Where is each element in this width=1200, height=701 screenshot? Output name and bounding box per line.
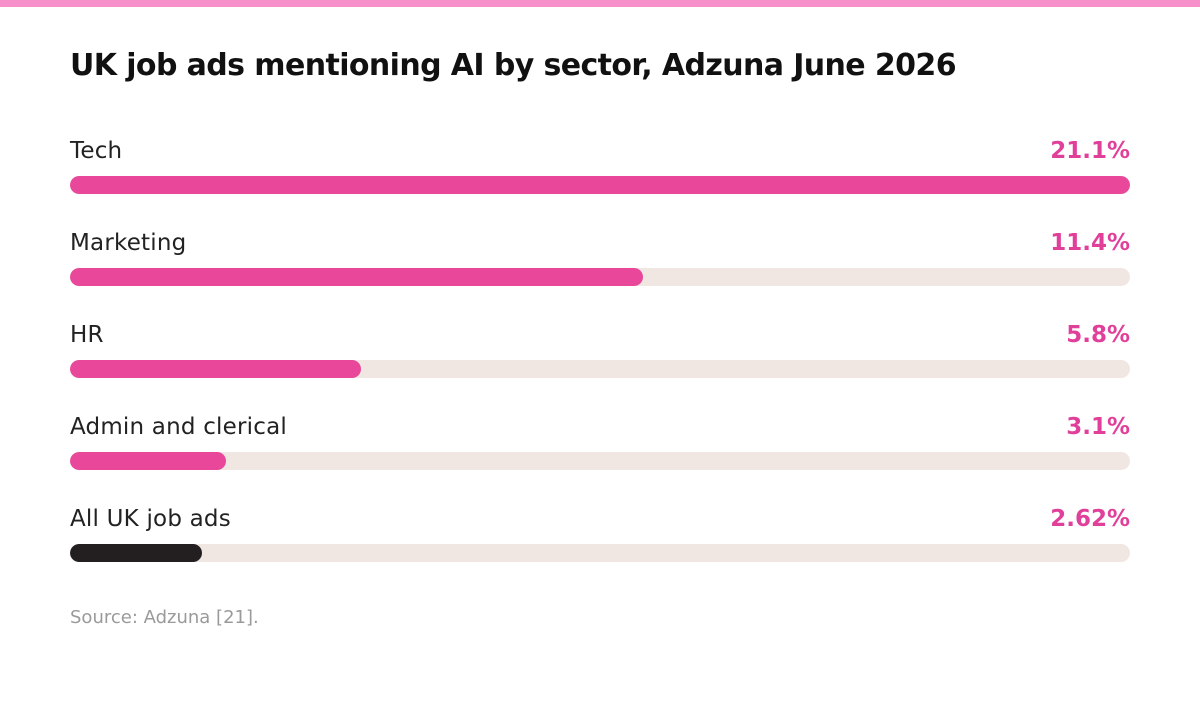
bar-label: Admin and clerical	[70, 414, 287, 440]
bar-row: Tech 21.1%	[70, 136, 1130, 228]
bar-label: HR	[70, 322, 104, 348]
bar-value-label: 2.62%	[1050, 506, 1130, 532]
bar-track	[70, 544, 1130, 562]
bar-value-label: 5.8%	[1066, 322, 1130, 348]
bar-track	[70, 452, 1130, 470]
chart-title: UK job ads mentioning AI by sector, Adzu…	[70, 48, 957, 83]
bar-fill	[70, 452, 226, 470]
bar-track	[70, 360, 1130, 378]
top-accent-stripe	[0, 0, 1200, 7]
bar-fill	[70, 176, 1130, 194]
bar-row: All UK job ads 2.62%	[70, 504, 1130, 596]
bar-label: All UK job ads	[70, 506, 231, 532]
bar-track	[70, 268, 1130, 286]
bar-fill	[70, 268, 643, 286]
bar-track	[70, 176, 1130, 194]
bar-label: Tech	[70, 138, 123, 164]
source-note: Source: Adzuna [21].	[70, 607, 259, 628]
bar-label: Marketing	[70, 230, 187, 256]
bar-value-label: 11.4%	[1050, 230, 1130, 256]
bar-value-label: 21.1%	[1050, 138, 1130, 164]
bar-chart: Tech 21.1% Marketing 11.4% HR 5.8% Admin and c…	[70, 136, 1130, 596]
bar-fill	[70, 360, 361, 378]
bar-value-label: 3.1%	[1066, 414, 1130, 440]
bar-row: HR 5.8%	[70, 320, 1130, 412]
bar-row: Marketing 11.4%	[70, 228, 1130, 320]
bar-fill	[70, 544, 202, 562]
bar-row: Admin and clerical 3.1%	[70, 412, 1130, 504]
